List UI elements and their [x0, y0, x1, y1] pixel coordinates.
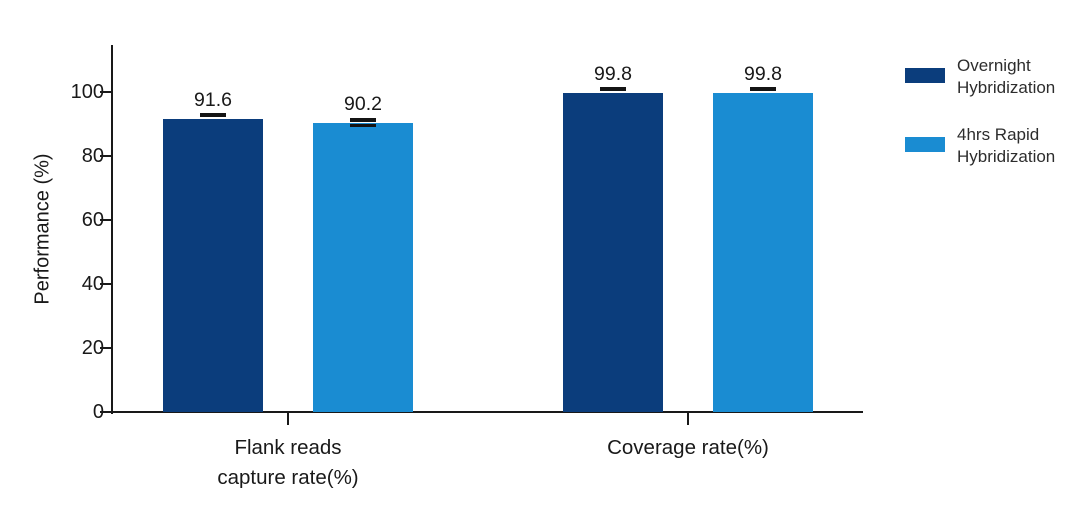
legend-swatch — [905, 137, 945, 152]
legend-label-line: 4hrs Rapid — [957, 125, 1040, 144]
category-label-line: capture rate(%) — [217, 466, 359, 489]
error-bar — [200, 112, 226, 118]
legend-item: 4hrs Rapid Hybridization — [905, 124, 1080, 170]
legend-label: 4hrs Rapid Hybridization — [957, 124, 1080, 168]
category-label-line: Coverage rate(%) — [607, 436, 769, 459]
y-axis-tick — [99, 90, 113, 94]
bar-value-label: 91.6 — [194, 88, 232, 111]
x-axis-tick — [286, 412, 290, 425]
legend-swatch — [905, 68, 945, 83]
bar — [163, 118, 263, 412]
legend-label-line: Hybridization — [957, 147, 1056, 166]
legend-item: Overnight Hybridization — [905, 55, 1080, 101]
error-bar — [750, 86, 776, 92]
y-axis-tick — [99, 410, 113, 414]
y-axis-tick — [99, 346, 113, 350]
category-label: Flank reads capture rate(%) — [128, 433, 448, 493]
legend-label: Overnight Hybridization — [957, 55, 1080, 99]
bar — [313, 123, 413, 412]
category-label: Coverage rate(%) — [528, 433, 848, 463]
error-bar-cap — [600, 86, 626, 92]
y-axis-tick — [99, 218, 113, 222]
x-axis-line — [110, 410, 863, 414]
y-tick-label: 80 — [81, 145, 104, 167]
bar — [563, 92, 663, 412]
legend-label-line: Overnight — [957, 56, 1031, 75]
y-tick-label: 0 — [92, 401, 104, 423]
error-bar — [350, 118, 376, 127]
y-axis-line — [110, 45, 113, 414]
legend-label-line: Hybridization — [957, 78, 1056, 97]
y-tick-label: 40 — [81, 273, 104, 295]
bar-value-label: 99.8 — [594, 62, 632, 85]
x-axis-tick — [686, 412, 690, 425]
error-bar — [600, 86, 626, 92]
y-tick-label: 100 — [70, 81, 104, 103]
y-axis-tick — [99, 282, 113, 286]
y-tick-label: 20 — [81, 337, 104, 359]
bar-value-label: 90.2 — [344, 93, 382, 116]
error-bar-cap — [350, 118, 376, 122]
bar — [713, 92, 813, 412]
error-bar-lower-cap — [350, 124, 376, 127]
error-bar-cap — [200, 112, 226, 118]
bar-value-label: 99.8 — [744, 62, 782, 85]
y-tick-label: 60 — [81, 209, 104, 231]
error-bar-cap — [750, 86, 776, 92]
y-axis-tick — [99, 154, 113, 158]
category-label-line: Flank reads — [234, 436, 342, 459]
